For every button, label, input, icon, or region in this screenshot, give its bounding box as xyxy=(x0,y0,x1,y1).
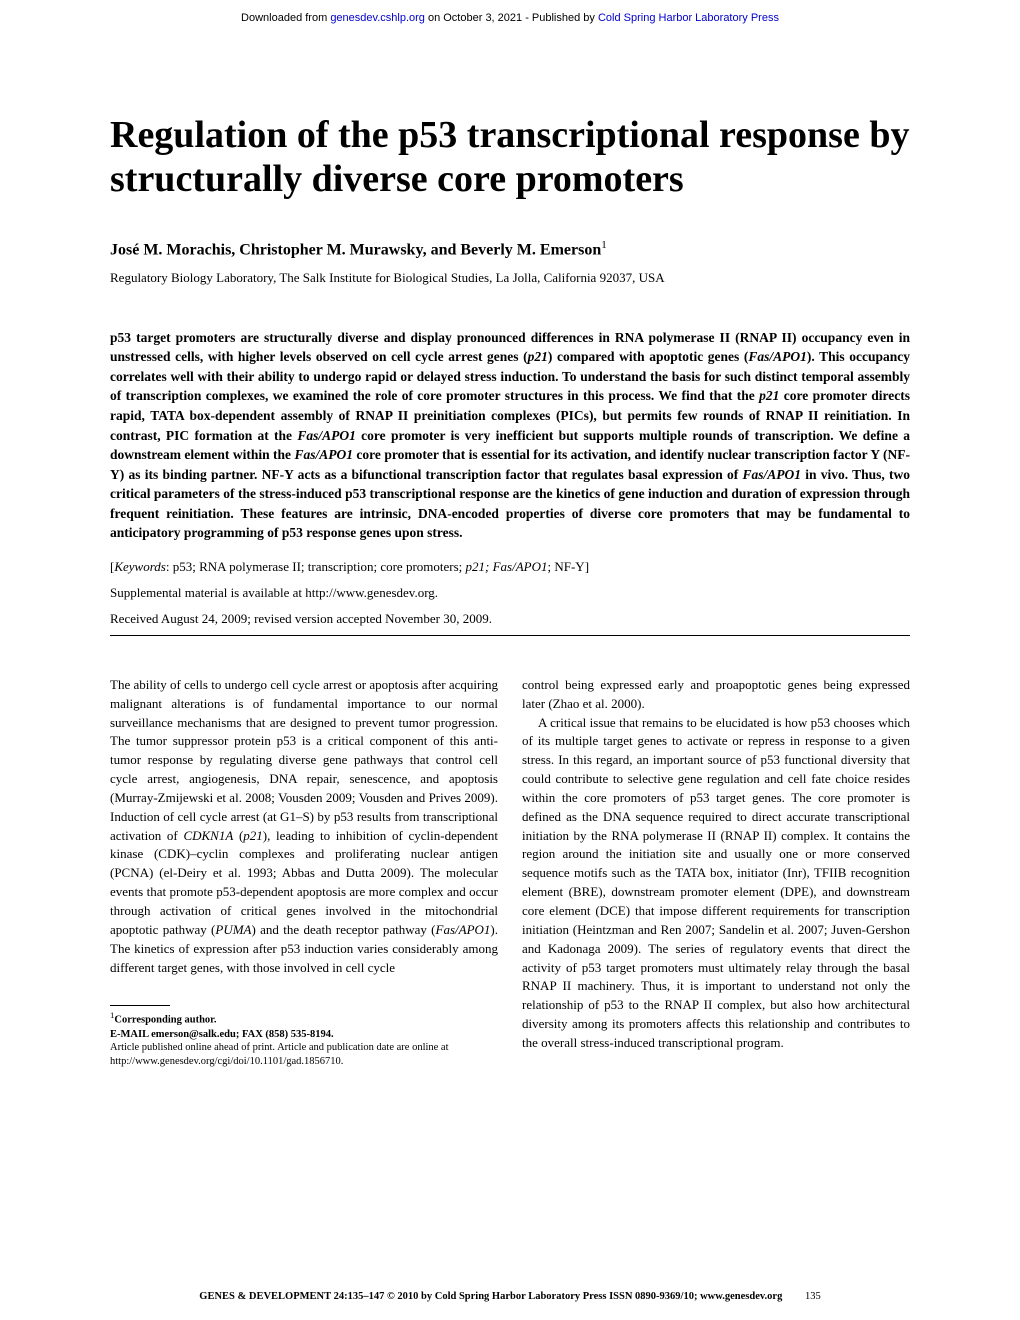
body-right-p2: A critical issue that remains to be eluc… xyxy=(522,714,910,1053)
keywords-label: Keywords xyxy=(114,559,166,574)
supplemental-note: Supplemental material is available at ht… xyxy=(110,585,910,601)
footnotes-block: 1Corresponding author. E-MAIL emerson@sa… xyxy=(110,1005,498,1068)
page-number: 135 xyxy=(805,1291,821,1302)
banner-link-publisher[interactable]: Cold Spring Harbor Laboratory Press xyxy=(598,12,779,24)
body-columns: The ability of cells to undergo cell cyc… xyxy=(110,676,910,1069)
page-content: Regulation of the p53 transcriptional re… xyxy=(0,114,1020,1068)
keywords-line: [Keywords: p53; RNA polymerase II; trans… xyxy=(110,559,910,575)
corresponding-label: Corresponding author. xyxy=(114,1015,216,1026)
article-title: Regulation of the p53 transcriptional re… xyxy=(110,114,910,201)
section-divider xyxy=(110,635,910,636)
banner-prefix: Downloaded from xyxy=(241,12,330,24)
email-text: E-MAIL emerson@salk.edu; FAX (858) 535-8… xyxy=(110,1029,334,1040)
keywords-suffix: ; NF-Y] xyxy=(548,559,590,574)
authors-superscript: 1 xyxy=(601,239,607,251)
banner-link-source[interactable]: genesdev.cshlp.org xyxy=(330,12,425,24)
footnote-divider xyxy=(110,1005,170,1006)
corresponding-author: 1Corresponding author. xyxy=(110,1010,498,1027)
banner-middle: on October 3, 2021 - Published by xyxy=(425,12,598,24)
received-dates: Received August 24, 2009; revised versio… xyxy=(110,611,910,627)
journal-info: GENES & DEVELOPMENT 24:135–147 © 2010 by… xyxy=(199,1291,782,1302)
keywords-genes: p21; Fas/APO1 xyxy=(466,559,548,574)
page-footer: GENES & DEVELOPMENT 24:135–147 © 2010 by… xyxy=(0,1291,1020,1302)
download-banner: Downloaded from genesdev.cshlp.org on Oc… xyxy=(0,0,1020,32)
keywords-text: : p53; RNA polymerase II; transcription;… xyxy=(166,559,466,574)
affiliation: Regulatory Biology Laboratory, The Salk … xyxy=(110,270,910,286)
right-column: control being expressed early and proapo… xyxy=(522,676,910,1069)
authors-names: José M. Morachis, Christopher M. Murawsk… xyxy=(110,242,601,259)
authors-line: José M. Morachis, Christopher M. Murawsk… xyxy=(110,239,910,259)
contact-email: E-MAIL emerson@salk.edu; FAX (858) 535-8… xyxy=(110,1028,498,1042)
body-left-paragraph: The ability of cells to undergo cell cyc… xyxy=(110,676,498,978)
left-column: The ability of cells to undergo cell cyc… xyxy=(110,676,498,1069)
article-info: Article published online ahead of print.… xyxy=(110,1041,498,1068)
abstract: p53 target promoters are structurally di… xyxy=(110,328,910,543)
body-right-p1: control being expressed early and proapo… xyxy=(522,676,910,714)
